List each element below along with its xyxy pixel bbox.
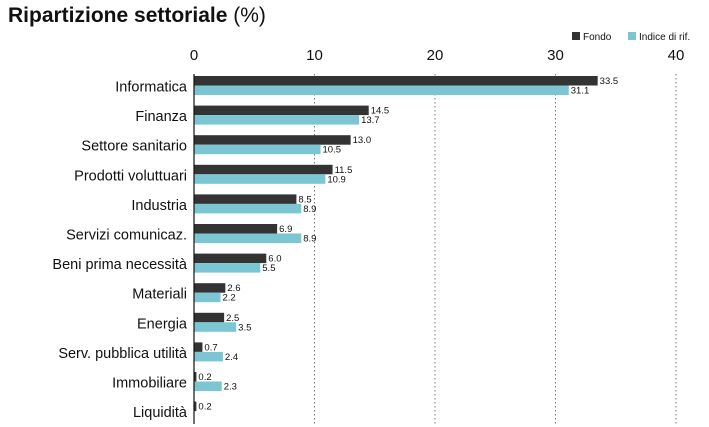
x-tick-label-20: 20 xyxy=(427,47,444,64)
value-label-0-3: 11.5 xyxy=(335,165,353,176)
bar-1-8 xyxy=(194,322,237,332)
bar-1-9 xyxy=(194,351,223,362)
value-label-1-6: 5.5 xyxy=(262,263,275,274)
bar-0-10 xyxy=(194,372,197,382)
value-label-0-1: 14.5 xyxy=(371,106,390,117)
y-axis: Informatica Finanza Settore sanitario Prodo… xyxy=(52,74,195,424)
grid xyxy=(314,74,677,424)
x-tick-label-10: 10 xyxy=(306,47,323,64)
bar-1-5 xyxy=(194,233,302,243)
value-label-1-9: 2.4 xyxy=(225,352,238,363)
category-label-4: Industria xyxy=(131,198,188,214)
bar-1-1 xyxy=(194,115,360,125)
chart-title-text: Ripartizione settoriale xyxy=(8,4,228,27)
bar-1-0 xyxy=(194,85,569,95)
legend-swatch-1 xyxy=(628,32,636,40)
chart-title-unit: (%) xyxy=(233,4,266,27)
bar-0-11 xyxy=(194,401,197,412)
bar-0-8 xyxy=(194,312,225,323)
value-label-1-0: 31.1 xyxy=(571,86,590,97)
value-label-0-9: 0.7 xyxy=(204,342,217,353)
value-label-0-2: 13.0 xyxy=(353,135,372,146)
value-label-0-0: 33.5 xyxy=(600,76,619,87)
value-label-1-7: 2.2 xyxy=(223,293,236,304)
category-label-2: Settore sanitario xyxy=(81,139,187,155)
x-tick-label-30: 30 xyxy=(547,47,564,64)
x-tick-label-40: 40 xyxy=(668,47,685,64)
legend: Fondo Indice di rif. xyxy=(572,32,690,43)
legend-label-1: Indice di rif. xyxy=(639,32,690,43)
category-label-11: Liquidità xyxy=(133,405,188,421)
value-label-1-1: 13.7 xyxy=(361,115,380,126)
bar-0-9 xyxy=(194,342,203,352)
category-label-7: Materiali xyxy=(132,287,187,303)
bar-1-2 xyxy=(194,144,321,155)
bar-0-6 xyxy=(194,253,267,264)
value-label-0-4: 8.5 xyxy=(298,194,311,205)
value-label-0-6: 6.0 xyxy=(268,254,281,265)
value-label-1-10: 2.3 xyxy=(224,382,237,393)
bars: 33.531.114.513.713.010.511.510.98.58.96.… xyxy=(194,76,618,413)
chart-title: Ripartizione settoriale (%) xyxy=(8,4,266,28)
category-label-6: Beni prima necessità xyxy=(52,257,188,273)
value-label-1-4: 8.9 xyxy=(303,204,316,215)
bar-0-7 xyxy=(194,283,226,293)
bar-1-4 xyxy=(194,203,302,214)
bar-0-0 xyxy=(194,76,598,86)
bar-0-4 xyxy=(194,194,297,204)
value-label-0-5: 6.9 xyxy=(279,224,292,235)
category-label-0: Informatica xyxy=(115,80,188,96)
x-axis: 0 10 20 30 40 xyxy=(190,47,685,64)
bar-1-10 xyxy=(194,381,222,391)
legend-swatch-0 xyxy=(572,32,580,40)
bar-0-3 xyxy=(194,164,333,175)
bar-1-6 xyxy=(194,263,261,273)
x-tick-label-0: 0 xyxy=(190,47,198,64)
value-label-1-5: 8.9 xyxy=(303,234,316,245)
value-label-0-10: 0.2 xyxy=(198,372,211,383)
value-label-0-7: 2.6 xyxy=(227,283,240,294)
bar-0-1 xyxy=(194,105,369,116)
category-label-5: Servizi comunicaz. xyxy=(66,228,187,244)
category-label-8: Energia xyxy=(137,316,188,332)
value-label-0-11: 0.2 xyxy=(198,402,211,413)
bar-0-2 xyxy=(194,135,351,145)
value-label-1-2: 10.5 xyxy=(323,145,342,156)
bar-1-3 xyxy=(194,174,326,184)
category-label-9: Serv. pubblica utilità xyxy=(58,346,188,362)
bar-0-5 xyxy=(194,224,278,234)
value-label-1-3: 10.9 xyxy=(327,174,346,185)
bar-1-7 xyxy=(194,292,221,303)
value-label-0-8: 2.5 xyxy=(226,313,239,324)
legend-label-0: Fondo xyxy=(583,32,612,43)
category-label-3: Prodotti voluttuari xyxy=(74,168,187,184)
value-label-1-8: 3.5 xyxy=(238,322,251,333)
category-label-10: Immobiliare xyxy=(112,376,187,392)
category-label-1: Finanza xyxy=(135,109,188,125)
